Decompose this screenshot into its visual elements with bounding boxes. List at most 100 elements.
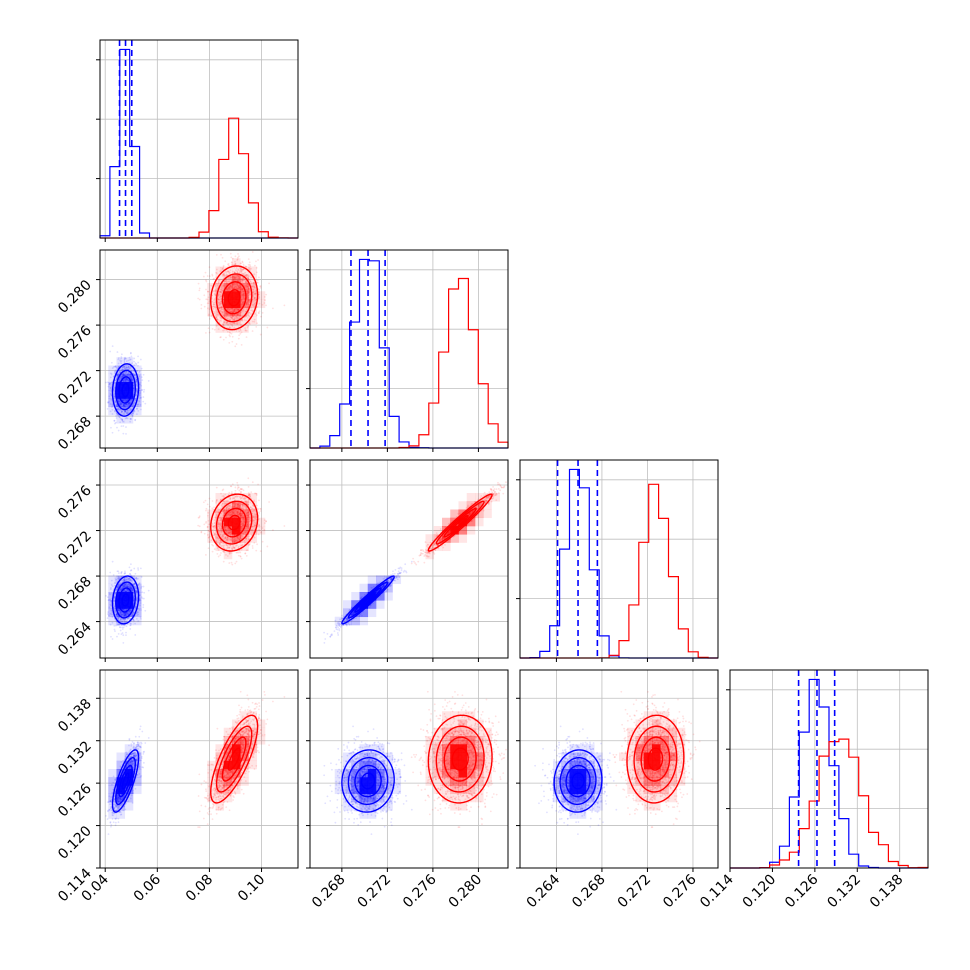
sample-point-1 — [200, 308, 202, 310]
sample-point-1 — [230, 257, 232, 259]
sample-point-0 — [121, 633, 123, 635]
x-tick-label: 0.120 — [740, 872, 780, 912]
sample-point-0 — [116, 427, 118, 429]
density-cell-1 — [240, 275, 249, 284]
sample-point-1 — [255, 326, 257, 328]
sample-point-0 — [143, 586, 145, 588]
density-cell-0 — [108, 366, 117, 375]
sample-point-0 — [118, 572, 120, 574]
density-cell-0 — [117, 390, 126, 399]
sample-point-0 — [120, 630, 122, 632]
sample-point-1 — [255, 261, 257, 263]
y-tick-label: 0.272 — [55, 368, 95, 408]
sample-point-1 — [227, 264, 229, 266]
sample-point-0 — [114, 629, 116, 631]
sample-point-1 — [212, 279, 214, 281]
histogram-0-3 — [730, 679, 928, 868]
sample-point-1 — [223, 339, 225, 341]
sample-point-1 — [204, 306, 206, 308]
sample-point-0 — [137, 362, 139, 364]
sample-point-1 — [234, 345, 236, 347]
sample-point-1 — [229, 336, 231, 338]
sample-point-1 — [205, 279, 207, 281]
sample-point-0 — [117, 570, 119, 572]
sample-point-1 — [257, 279, 259, 281]
x-tick-label: 0.126 — [782, 871, 822, 911]
sample-point-1 — [199, 299, 201, 301]
density-cell-1 — [257, 300, 266, 309]
sample-point-1 — [265, 304, 267, 306]
sample-point-1 — [222, 257, 224, 259]
sample-point-0 — [141, 379, 143, 381]
sample-point-0 — [107, 617, 109, 619]
sample-point-1 — [257, 259, 259, 261]
sample-point-1 — [260, 334, 262, 336]
density-cell-0 — [133, 382, 142, 391]
sample-point-1 — [231, 341, 233, 343]
sample-point-0 — [122, 433, 124, 435]
sample-point-0 — [120, 573, 122, 575]
density-cell-0 — [133, 617, 142, 626]
density-cell-0 — [108, 576, 117, 585]
sample-point-0 — [122, 628, 124, 630]
histogram-0-0 — [100, 49, 298, 238]
sample-point-0 — [109, 572, 111, 574]
sample-point-0 — [123, 626, 125, 628]
sample-point-1 — [216, 254, 218, 256]
sample-point-0 — [143, 374, 145, 376]
sample-point-1 — [239, 333, 241, 335]
sample-point-0 — [115, 422, 117, 424]
sample-point-0 — [129, 566, 131, 568]
sample-point-1 — [259, 310, 261, 312]
sample-point-1 — [203, 523, 205, 525]
sample-point-0 — [130, 352, 132, 354]
sample-point-1 — [199, 287, 201, 289]
sample-point-0 — [119, 626, 121, 628]
sample-point-1 — [252, 330, 254, 332]
sample-point-1 — [198, 289, 200, 291]
sample-point-1 — [209, 332, 211, 334]
scatter-panel-2-0 — [105, 477, 285, 643]
sample-point-0 — [130, 356, 132, 358]
sample-point-1 — [252, 251, 254, 253]
sample-point-0 — [117, 351, 119, 353]
sample-point-1 — [214, 548, 216, 550]
sample-point-0 — [134, 419, 136, 421]
sample-point-0 — [142, 606, 144, 608]
sample-point-0 — [144, 403, 146, 405]
sample-point-1 — [197, 525, 199, 527]
density-cell-1 — [249, 267, 258, 276]
sample-point-0 — [130, 570, 132, 572]
sample-point-1 — [224, 260, 226, 262]
sample-point-0 — [111, 362, 113, 364]
sample-point-0 — [121, 425, 123, 427]
sample-point-0 — [126, 625, 128, 627]
sample-point-1 — [212, 275, 214, 277]
sample-point-1 — [238, 338, 240, 340]
sample-point-0 — [112, 561, 114, 563]
density-cell-1 — [240, 291, 249, 300]
sample-point-1 — [198, 283, 200, 285]
sample-point-0 — [125, 632, 127, 634]
sample-point-0 — [135, 362, 137, 364]
sample-point-0 — [129, 628, 131, 630]
scatter-panel-1-0 — [105, 251, 285, 435]
sample-point-0 — [142, 396, 144, 398]
x-tick-label: 0.114 — [697, 871, 737, 911]
sample-point-0 — [105, 382, 107, 384]
sample-point-0 — [114, 630, 116, 632]
sample-point-1 — [208, 327, 210, 329]
sample-point-0 — [110, 636, 112, 638]
sample-point-0 — [121, 353, 123, 355]
sample-point-0 — [140, 567, 142, 569]
sample-point-0 — [122, 634, 124, 636]
sample-point-0 — [143, 389, 145, 391]
sample-point-1 — [209, 275, 211, 277]
sample-point-1 — [212, 328, 214, 330]
sample-point-0 — [148, 590, 150, 592]
sample-point-1 — [243, 264, 245, 266]
y-tick-label: 0.268 — [55, 414, 95, 454]
sample-point-0 — [107, 408, 109, 410]
sample-point-1 — [203, 276, 205, 278]
